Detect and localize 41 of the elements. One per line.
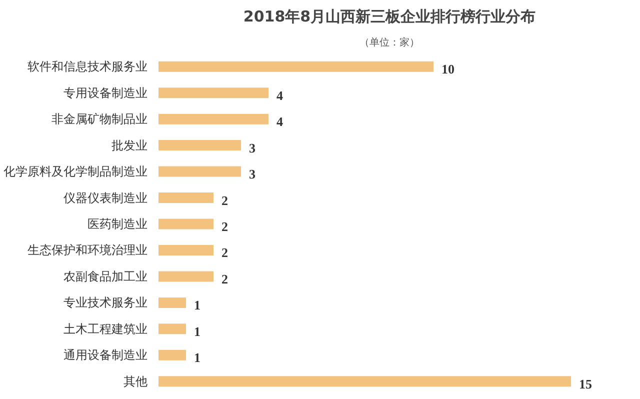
bar <box>158 350 186 360</box>
bar <box>158 166 241 177</box>
y-tick-label: 专用设备制造业 <box>64 86 148 100</box>
data-label: 3 <box>249 140 256 156</box>
bar <box>158 297 186 308</box>
bar <box>158 140 241 151</box>
bar <box>158 244 214 256</box>
bar <box>158 114 268 124</box>
y-tick-label: 土木工程建筑业 <box>64 322 148 336</box>
data-label: 2 <box>222 192 228 208</box>
y-tick-label: 软件和信息技术服务业 <box>28 60 148 74</box>
y-tick-label: 非金属矿物制品业 <box>52 112 148 126</box>
data-label: 1 <box>194 350 200 366</box>
chart-title: 2018年8月山西新三板企业排行榜行业分布 <box>243 8 536 26</box>
data-label: 2 <box>222 271 228 286</box>
chart-subtitle: （单位：家） <box>360 36 420 48</box>
data-label: 10 <box>442 62 454 77</box>
bar <box>158 324 186 334</box>
bar <box>158 376 571 387</box>
y-tick-label: 其他 <box>124 374 148 388</box>
bar <box>158 271 214 282</box>
y-tick-label: 仪器仪表制造业 <box>64 190 148 205</box>
data-label: 2 <box>222 219 228 234</box>
data-label: 4 <box>276 88 284 103</box>
data-label: 3 <box>249 166 256 182</box>
y-tick-label: 批发业 <box>112 138 148 152</box>
data-label: 4 <box>276 114 284 130</box>
bar <box>158 218 214 230</box>
data-label: 1 <box>194 324 200 339</box>
bar <box>158 192 214 204</box>
y-tick-label: 专业技术服务业 <box>64 296 148 310</box>
data-label: 1 <box>194 298 200 313</box>
bar <box>158 88 268 98</box>
data-label: 2 <box>222 245 228 260</box>
bar <box>158 61 434 72</box>
data-label: 15 <box>579 376 592 392</box>
y-tick-label: 医药制造业 <box>88 217 148 231</box>
y-tick-label: 农副食品加工业 <box>64 269 148 284</box>
y-tick-label: 生态保护和环境治理业 <box>28 243 148 258</box>
y-tick-label: 化学原料及化学制品制造业 <box>4 164 148 179</box>
y-tick-label: 通用设备制造业 <box>64 348 148 362</box>
